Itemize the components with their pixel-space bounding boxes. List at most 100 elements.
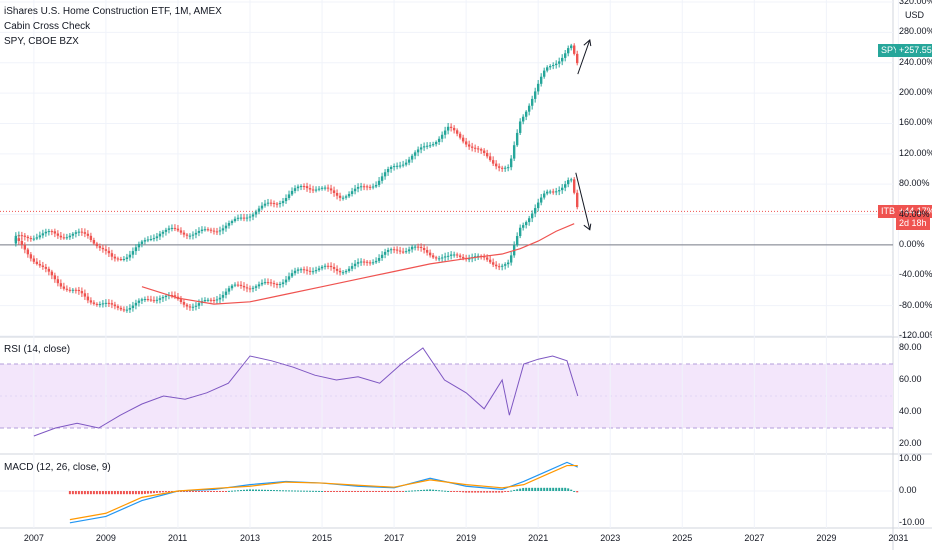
macd-histogram-bar [215,491,218,492]
macd-histogram-bar [447,491,450,492]
itb-candle-body [437,258,441,260]
itb-candle-body [14,238,18,244]
spy-candle-body [401,164,405,166]
spy-candle-body [131,251,135,255]
itb-candle-body [443,256,447,258]
spy-candle-body [293,188,297,191]
itb-candle-body [515,236,519,246]
macd-histogram-bar [429,489,432,491]
macd-histogram-bar [258,489,261,491]
itb-candle-body [386,249,390,252]
itb-candle-body [68,289,72,291]
macd-histogram-bar [98,491,101,495]
macd-histogram-bar [510,490,513,492]
itb-candle-body [329,265,333,268]
spy-candle-body [542,70,546,77]
itb-candle-body [287,276,291,280]
spy-candle-body [338,195,342,198]
macd-histogram-bar [381,491,384,492]
y-tick-label: -120.00% [899,330,932,340]
spy-candle-body [20,235,24,237]
spy-candle-body [374,184,378,187]
itb-candle-body [110,303,114,305]
spy-candle-body [476,148,480,150]
macd-histogram-bar [522,487,525,491]
itb-candle-body [197,303,201,306]
spy-candle-body [113,256,117,259]
macd-histogram-bar [288,490,291,492]
macd-histogram-bar [546,487,549,491]
rsi-legend: RSI (14, close) [4,344,71,355]
macd-histogram-bar [291,490,294,492]
itb-candle-body [203,300,207,302]
itb-candle-body [488,259,492,263]
spy-candle-body [509,158,513,168]
itb-candle-body [194,305,198,307]
rsi-tick-label: 60.00 [899,374,922,384]
macd-histogram-bar [285,490,288,492]
spy-candle-body [287,194,291,199]
spy-candle-body [98,246,102,248]
macd-histogram-bar [255,489,258,491]
macd-histogram-bar [426,489,429,491]
macd-histogram-bar [384,491,387,492]
macd-histogram-bar [489,491,492,493]
itb-candle-body [341,272,345,274]
macd-legend: MACD (12, 26, close, 9) [4,462,111,473]
itb-symbol-tag: ITB [878,205,899,218]
itb-candle-body [494,264,498,267]
macd-histogram-bar [561,487,564,491]
spy-candle-body [560,57,564,62]
itb-candle-body [305,269,309,271]
itb-candle-body [170,294,174,296]
macd-histogram-bar [206,491,209,492]
macd-histogram-bar [167,491,170,492]
x-tick-label: 2007 [23,533,44,543]
macd-histogram-bar [375,491,378,492]
macd-histogram-bar [354,491,357,492]
macd-histogram-bar [294,490,297,492]
macd-histogram-bar [110,491,113,495]
itb-candle-body [269,282,273,284]
macd-histogram-bar [134,491,137,495]
spy-candle-body [101,247,105,250]
itb-candle-body [326,265,330,267]
macd-histogram-bar [363,491,366,492]
itb-candle-body [77,289,81,292]
macd-histogram-bar [236,490,239,492]
itb-candle-body [473,256,477,258]
macd-histogram-bar [303,490,306,492]
itb-candle-body [35,261,39,264]
itb-candle-body [314,270,318,272]
spy-candle-body [278,203,282,205]
macd-histogram-bar [462,491,465,493]
spy-candle-body [191,234,195,236]
spy-candle-body [281,201,285,204]
signal-line [69,464,578,521]
spy-candle-body [419,147,423,150]
itb-candle-body [308,270,312,272]
spy-candle-body [500,167,504,169]
itb-candle-body [266,282,270,284]
macd-histogram-bar [140,491,143,495]
itb-candle-body [392,249,396,251]
macd-histogram-bar [486,491,489,493]
itb-candle-body [80,291,84,294]
macd-histogram-bar [200,491,203,492]
spy-candle-body [395,165,399,167]
macd-histogram-bar [369,491,372,492]
itb-candle-body [95,303,99,305]
itb-candle-body [467,258,471,260]
spy-candle-body [416,149,420,153]
itb-candle-body [428,252,432,256]
spy-candle-body [146,239,150,241]
spy-candle-body [260,205,264,209]
macd-histogram-bar [86,491,89,495]
itb-candle-body [119,307,123,310]
itb-candle-body [107,302,111,304]
spy-candle-body [257,208,261,212]
itb-candle-body [434,257,438,259]
spy-candle-body [350,191,354,194]
itb-candle-body [485,257,489,260]
